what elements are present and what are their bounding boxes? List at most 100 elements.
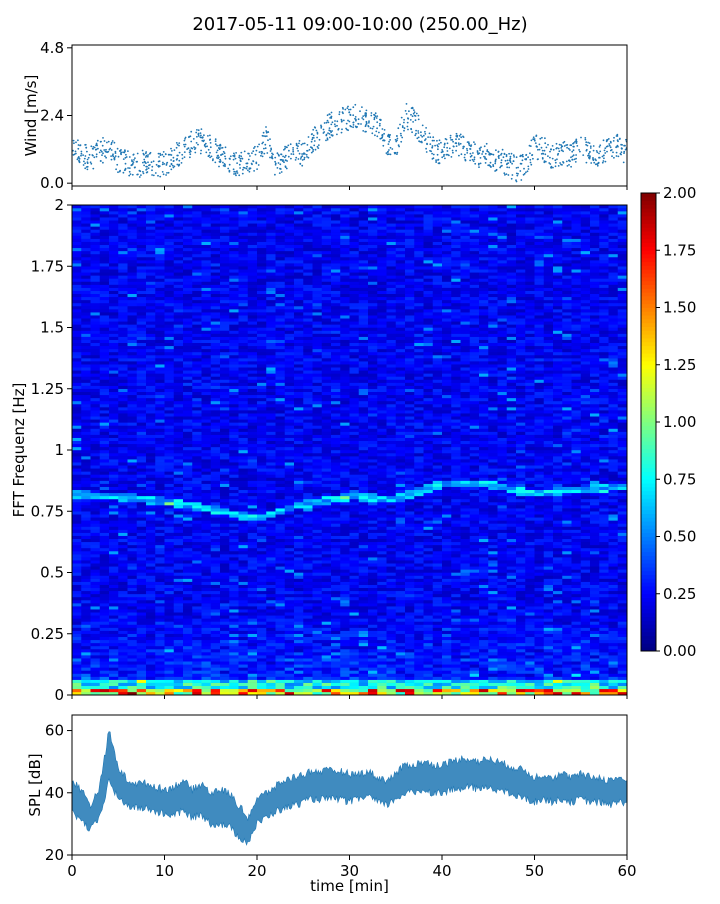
spectrogram-cell [174, 370, 184, 373]
spectrogram-cell [248, 370, 258, 373]
spectrogram-cell [118, 407, 128, 410]
wind-point [570, 156, 572, 158]
spectrogram-cell [118, 254, 128, 257]
spectrogram-cell [109, 579, 119, 582]
spectrogram-cell [155, 631, 165, 634]
spectrogram-cell [109, 664, 119, 667]
spectrogram-cell [146, 340, 156, 343]
spectrogram-cell [146, 266, 156, 269]
wind-point [361, 117, 363, 119]
spectrogram-cell [146, 640, 156, 643]
spectrogram-cell [239, 524, 249, 527]
spectrogram-cell [211, 652, 221, 655]
spectrogram-cell [91, 569, 101, 572]
spectrogram-cell [192, 355, 202, 358]
spectrogram-cell [91, 245, 101, 248]
spectrogram-cell [91, 520, 101, 523]
spectrogram-cell [266, 233, 276, 236]
spectrogram-cell [257, 585, 267, 588]
spectrogram-cell [128, 603, 138, 606]
spectrogram-cell [239, 447, 249, 450]
wind-point [582, 154, 584, 156]
spectrogram-cell [257, 226, 267, 229]
spectrogram-cell [239, 453, 249, 456]
spectrogram-cell [248, 422, 258, 425]
spectrogram-cell [91, 208, 101, 211]
spectrogram-cell [211, 318, 221, 321]
spectrogram-cell [174, 245, 184, 248]
spectrogram-cell [165, 585, 175, 588]
spectrogram-cell [183, 499, 193, 502]
wind-point [134, 157, 136, 159]
wind-point [326, 122, 328, 124]
spectrogram-cell [183, 340, 193, 343]
spectrogram-cell [266, 456, 276, 459]
spectrogram-cell [183, 542, 193, 545]
spectrogram-cell [81, 517, 91, 520]
spectrogram-cell [146, 453, 156, 456]
spectrogram-cell [118, 275, 128, 278]
spectrogram-cell [91, 275, 101, 278]
spectrogram-cell [276, 419, 286, 422]
spectrogram-cell [100, 652, 110, 655]
spectrogram-cell [211, 468, 221, 471]
wind-point [239, 164, 241, 166]
spectrogram-cell [239, 367, 249, 370]
spectrogram-cell [72, 395, 82, 398]
spectrogram-cell [100, 664, 110, 667]
spectrogram-cell [128, 383, 138, 386]
spectrogram-cell [100, 373, 110, 376]
spectrogram-cell [202, 334, 212, 337]
spectrogram-cell [81, 306, 91, 309]
spectrogram-cell [146, 239, 156, 242]
wind-point [604, 150, 606, 152]
spectrogram-cell [183, 551, 193, 554]
wind-point [107, 151, 109, 153]
spectrogram-cell [165, 352, 175, 355]
spectrogram-cell [239, 542, 249, 545]
spectrogram-cell [174, 422, 184, 425]
wind-point [267, 131, 269, 133]
spectrogram-cell [211, 337, 221, 340]
spectrogram-cell [220, 471, 230, 474]
spectrogram-cell [229, 254, 239, 257]
wind-point [332, 121, 334, 123]
spectrogram-cell [91, 236, 101, 239]
spectrogram-cell [257, 471, 267, 474]
spectrogram-cell [100, 560, 110, 563]
spectrogram-cell [137, 294, 147, 297]
spectrogram-cell [220, 530, 230, 533]
spectrogram-cell [266, 615, 276, 618]
spectrogram-cell [72, 364, 82, 367]
wind-point [592, 158, 594, 160]
spectrogram-cell [248, 475, 258, 478]
wind-point [407, 122, 409, 124]
spectrogram-cell [165, 677, 175, 680]
spectrogram-cell [229, 612, 239, 615]
spectrogram-cell [81, 625, 91, 628]
spectrogram-cell [266, 551, 276, 554]
spectrogram-cell [211, 373, 221, 376]
spectrogram-cell [183, 355, 193, 358]
spectrogram-cell [220, 582, 230, 585]
spectrogram-cell [146, 208, 156, 211]
spectrogram-cell [81, 576, 91, 579]
wind-point [93, 146, 95, 148]
wind-point [485, 158, 487, 160]
wind-point [616, 155, 618, 157]
wind-point [420, 131, 422, 133]
spectrogram-cell [183, 211, 193, 214]
spectrogram-cell [239, 236, 249, 239]
wind-point [413, 109, 415, 111]
spectrogram-cell [91, 315, 101, 318]
spectrogram-cell [109, 429, 119, 432]
spectrogram-cell [266, 334, 276, 337]
spectrogram-cell [229, 609, 239, 612]
spectrogram-cell [239, 530, 249, 533]
spectrogram-cell [211, 475, 221, 478]
spectrogram-cell [100, 392, 110, 395]
spectrogram-cell [155, 435, 165, 438]
spectrogram-cell [118, 615, 128, 618]
spectrogram-cell [229, 318, 239, 321]
spectrogram-cell [81, 542, 91, 545]
